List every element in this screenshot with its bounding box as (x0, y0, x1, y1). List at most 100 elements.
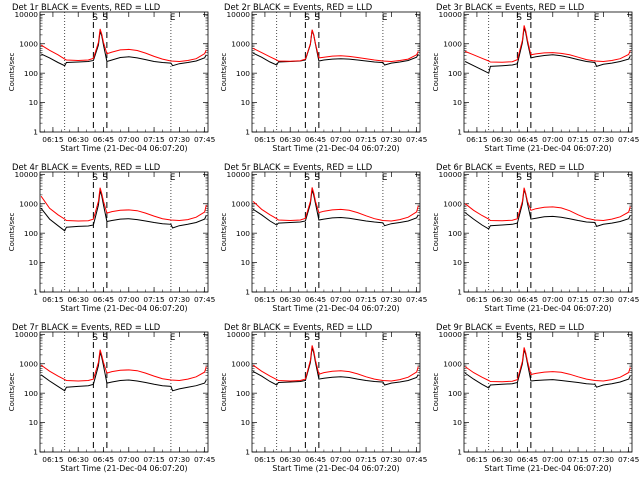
x-tick-label: 07:00 (330, 455, 352, 464)
y-tick-label: 10000 (14, 330, 38, 339)
x-tick-label: 07:00 (542, 295, 564, 304)
x-tick-label: 07:45 (406, 295, 428, 304)
marker-label: E (170, 173, 176, 183)
y-tick-label: 1000 (231, 199, 250, 208)
plot-frame (463, 11, 633, 133)
marker-label: S (304, 173, 310, 183)
plot-frame (39, 331, 209, 453)
marker-label: S (314, 333, 320, 343)
x-tick-label: 06:45 (305, 455, 327, 464)
chart-title: Det 4r BLACK = Events, RED = LLD (12, 162, 160, 172)
x-tick-label: 07:45 (406, 455, 428, 464)
series-line-lld (464, 25, 631, 63)
y-tick-label: 1 (457, 448, 462, 457)
x-tick-label: 06:45 (93, 455, 115, 464)
y-tick-label: 10 (29, 258, 39, 267)
x-tick-label: 06:15 (42, 455, 64, 464)
x-tick-label: 07:15 (355, 455, 377, 464)
x-tick-label: 07:15 (567, 135, 589, 144)
x-tick-label: 07:45 (406, 135, 428, 144)
marker-label: S (314, 173, 320, 183)
x-axis-label: Start Time (21-Dec-04 06:07:20) (60, 464, 187, 473)
y-tick-label: 10000 (226, 170, 250, 179)
y-tick-label: 1 (33, 128, 38, 137)
x-tick-label: 06:30 (68, 135, 90, 144)
x-tick-label: 07:00 (118, 295, 140, 304)
marker-label: E (594, 333, 600, 343)
x-tick-label: 06:15 (466, 295, 488, 304)
y-tick-label: 10000 (226, 10, 250, 19)
x-tick-label: 06:45 (93, 135, 115, 144)
y-tick-label: 10000 (14, 10, 38, 19)
x-tick-label: 07:45 (194, 135, 216, 144)
y-tick-label: 10000 (438, 170, 462, 179)
x-tick-label: 07:45 (618, 295, 640, 304)
x-tick-label: 07:30 (381, 295, 403, 304)
y-tick-label: 10 (29, 418, 39, 427)
x-axis-label: Start Time (21-Dec-04 06:07:20) (272, 144, 399, 153)
series-line-lld (40, 187, 207, 222)
x-tick-label: 07:15 (567, 295, 589, 304)
y-tick-label: 1 (245, 288, 250, 297)
detector-chart: Det 5r BLACK = Events, RED = LLD 1 10 100 10… (220, 162, 428, 313)
series-line-lld (464, 187, 631, 222)
marker-label: S (526, 173, 532, 183)
y-tick-label: 10000 (14, 170, 38, 179)
series-line-lld (40, 349, 207, 382)
marker-label: E (170, 13, 176, 23)
x-tick-label: 06:45 (93, 295, 115, 304)
plot-frame (39, 171, 209, 293)
y-tick-label: 100 (24, 389, 38, 398)
y-tick-label: 10 (241, 258, 251, 267)
y-axis-label: Counts/sec (220, 213, 228, 252)
y-tick-label: 100 (236, 229, 250, 238)
x-axis-label: Start Time (21-Dec-04 06:07:20) (484, 144, 611, 153)
x-tick-label: 07:45 (194, 455, 216, 464)
x-tick-label: 06:15 (254, 455, 276, 464)
y-tick-label: 10 (453, 258, 463, 267)
y-axis-label: Counts/sec (8, 53, 16, 92)
detector-chart: Det 9r BLACK = Events, RED = LLD 1 10 100 10… (432, 322, 640, 473)
x-tick-label: 07:45 (194, 295, 216, 304)
detector-chart: Det 1r BLACK = Events, RED = LLD 1 10 100 10… (8, 2, 216, 153)
x-tick-label: 07:15 (143, 135, 165, 144)
x-tick-label: 06:30 (492, 295, 514, 304)
y-tick-label: 100 (236, 69, 250, 78)
x-tick-label: 06:45 (517, 455, 539, 464)
x-tick-label: 06:45 (517, 135, 539, 144)
marker-label: E (594, 173, 600, 183)
y-tick-label: 1000 (443, 39, 462, 48)
x-tick-label: 07:30 (381, 455, 403, 464)
x-tick-label: 07:00 (542, 455, 564, 464)
y-tick-label: 10 (453, 98, 463, 107)
series-line-events (252, 29, 419, 66)
x-tick-label: 07:30 (593, 135, 615, 144)
y-tick-label: 1 (245, 448, 250, 457)
x-tick-label: 07:30 (169, 135, 191, 144)
y-tick-label: 10000 (226, 330, 250, 339)
plot-frame (39, 11, 209, 133)
y-tick-label: 100 (448, 389, 462, 398)
marker-label: S (314, 13, 320, 23)
marker-label: S (102, 333, 108, 343)
x-tick-label: 07:15 (355, 135, 377, 144)
x-axis-label: Start Time (21-Dec-04 06:07:20) (272, 304, 399, 313)
y-axis-label: Counts/sec (220, 373, 228, 412)
marker-label: S (102, 13, 108, 23)
y-tick-label: 1000 (19, 359, 38, 368)
marker-label: E (170, 333, 176, 343)
x-tick-label: 06:30 (280, 135, 302, 144)
series-line-events (252, 189, 419, 227)
y-tick-label: 1 (33, 448, 38, 457)
plot-frame (463, 331, 633, 453)
plot-frame (463, 171, 633, 293)
marker-label: E (382, 13, 388, 23)
marker-label: S (526, 333, 532, 343)
x-tick-label: 06:30 (280, 295, 302, 304)
series-line-lld (252, 29, 419, 63)
plot-frame (251, 331, 421, 453)
x-tick-label: 07:00 (330, 135, 352, 144)
y-tick-label: 10000 (438, 10, 462, 19)
y-tick-label: 1000 (19, 39, 38, 48)
